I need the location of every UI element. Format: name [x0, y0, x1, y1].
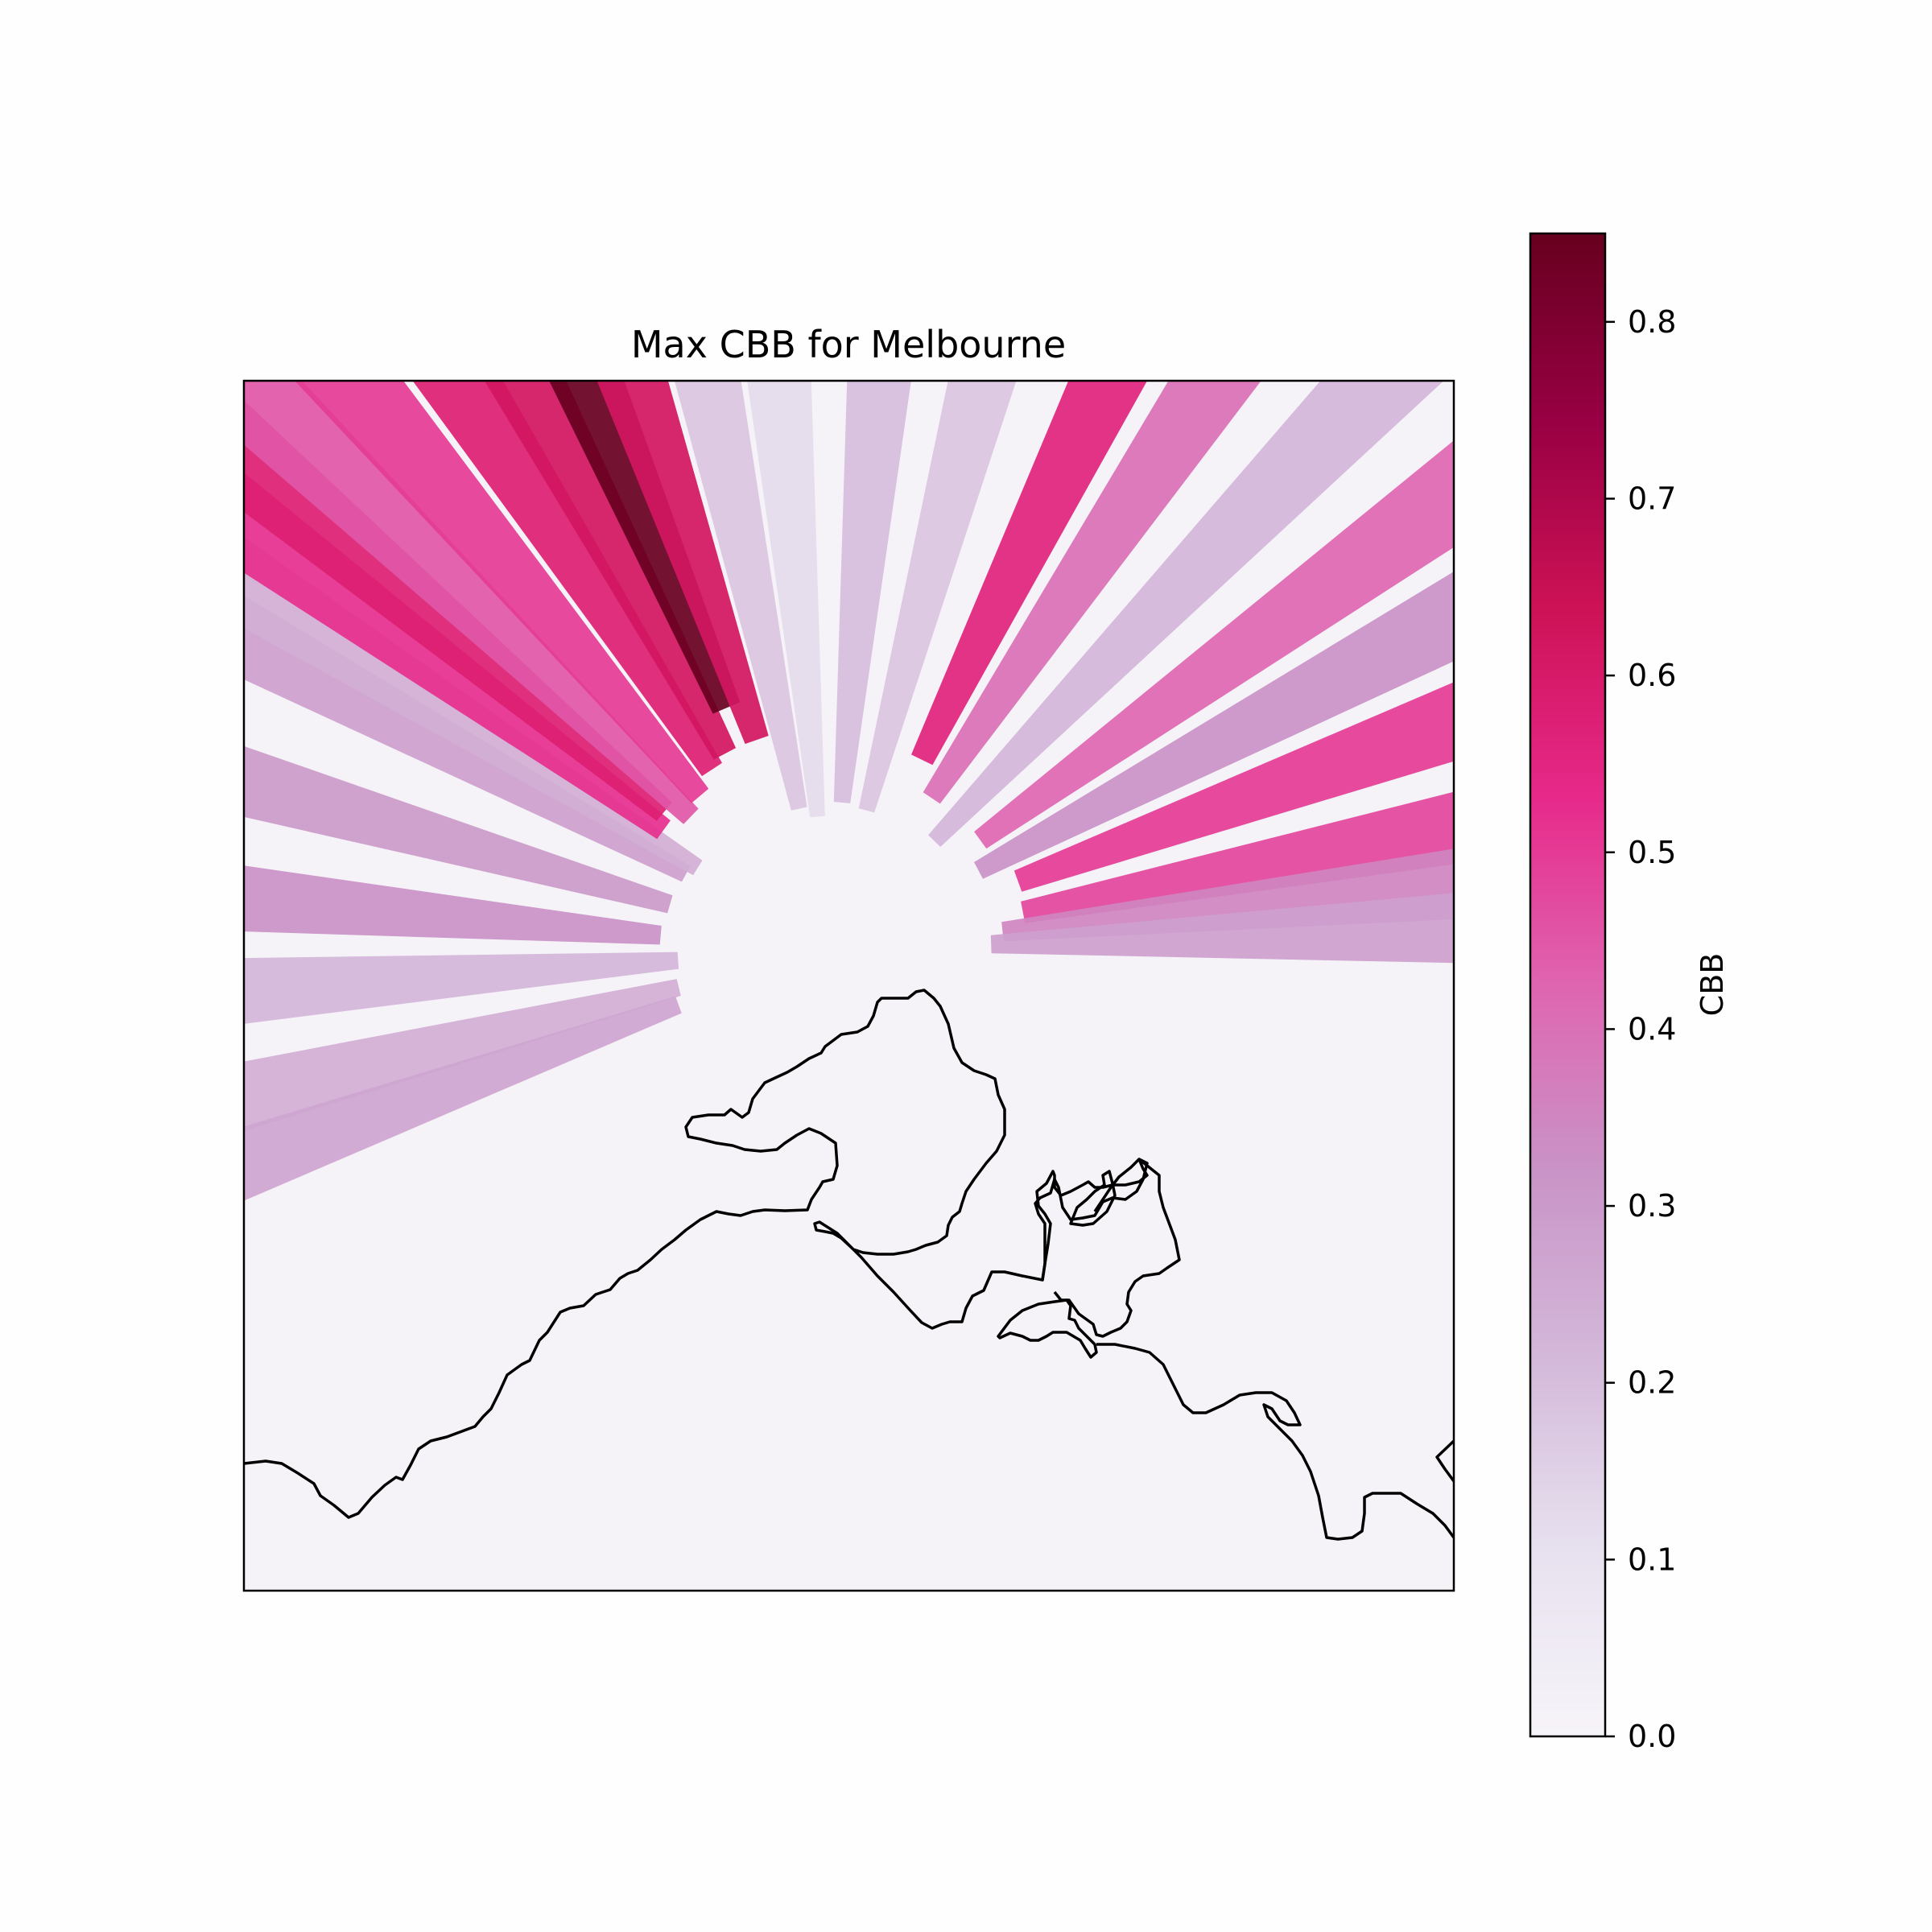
beam-sector	[833, 381, 911, 803]
coastline-east	[1096, 1343, 1454, 1541]
colorbar-label: CBB	[1695, 953, 1730, 1017]
beam-sector	[244, 952, 679, 1024]
beam-sector	[858, 381, 1017, 813]
beam-sector	[244, 381, 699, 824]
beam-sector	[674, 381, 807, 811]
beam-sector	[412, 381, 722, 777]
colorbar-tick-label: 0.5	[1628, 835, 1676, 870]
map-frame	[242, 379, 1455, 1592]
beam-sector	[1021, 791, 1454, 923]
beam-sector	[974, 440, 1454, 849]
colorbar-gradient	[1530, 233, 1605, 1736]
beam-sector	[244, 996, 682, 1201]
colorbar-tick-label: 0.1	[1628, 1542, 1676, 1577]
beam-sector	[923, 381, 1261, 804]
beam-sector	[295, 381, 709, 803]
colorbar-tick-label: 0.8	[1628, 304, 1676, 340]
beam-sector	[747, 381, 825, 818]
map-axes	[242, 379, 1455, 1592]
beam-sector	[244, 979, 681, 1132]
coastline-layer	[244, 989, 1454, 1541]
beam-sector	[974, 572, 1454, 879]
beam-sector	[244, 865, 662, 945]
coastline-peninsula	[1035, 1158, 1181, 1338]
colorbar-frame	[1529, 232, 1607, 1738]
coastline-phillip-island	[997, 1298, 1098, 1359]
coastline-east-edge	[1435, 1439, 1454, 1483]
beam-sector	[990, 893, 1454, 964]
colorbar-tick-label: 0.0	[1628, 1719, 1676, 1754]
beam-sector	[1013, 682, 1454, 892]
beam-sector	[484, 381, 737, 760]
beam-sector	[244, 745, 673, 914]
colorbar: 0.0 0.1 0.2 0.3 0.4 0.5 0.6 0.7 0.8 CBB	[1529, 232, 1730, 1754]
colorbar-tick-label: 0.3	[1628, 1188, 1676, 1224]
map-title: Max CBB for Melbourne	[631, 323, 1066, 366]
beam-blockage-layer	[244, 381, 1454, 1201]
coastline-mainland	[244, 989, 1149, 1519]
colorbar-ticks: 0.0 0.1 0.2 0.3 0.4 0.5 0.6 0.7 0.8	[1605, 304, 1676, 1754]
coastline-french-island	[1069, 1170, 1117, 1227]
beam-sector	[911, 381, 1148, 766]
beam-sector	[549, 381, 741, 714]
colorbar-tick-label: 0.2	[1628, 1365, 1676, 1401]
colorbar-tick-label: 0.4	[1628, 1011, 1676, 1046]
beam-sector	[928, 381, 1444, 847]
colorbar-tick-label: 0.6	[1628, 658, 1676, 693]
beam-sector	[597, 381, 769, 745]
colorbar-tick-label: 0.7	[1628, 481, 1676, 516]
